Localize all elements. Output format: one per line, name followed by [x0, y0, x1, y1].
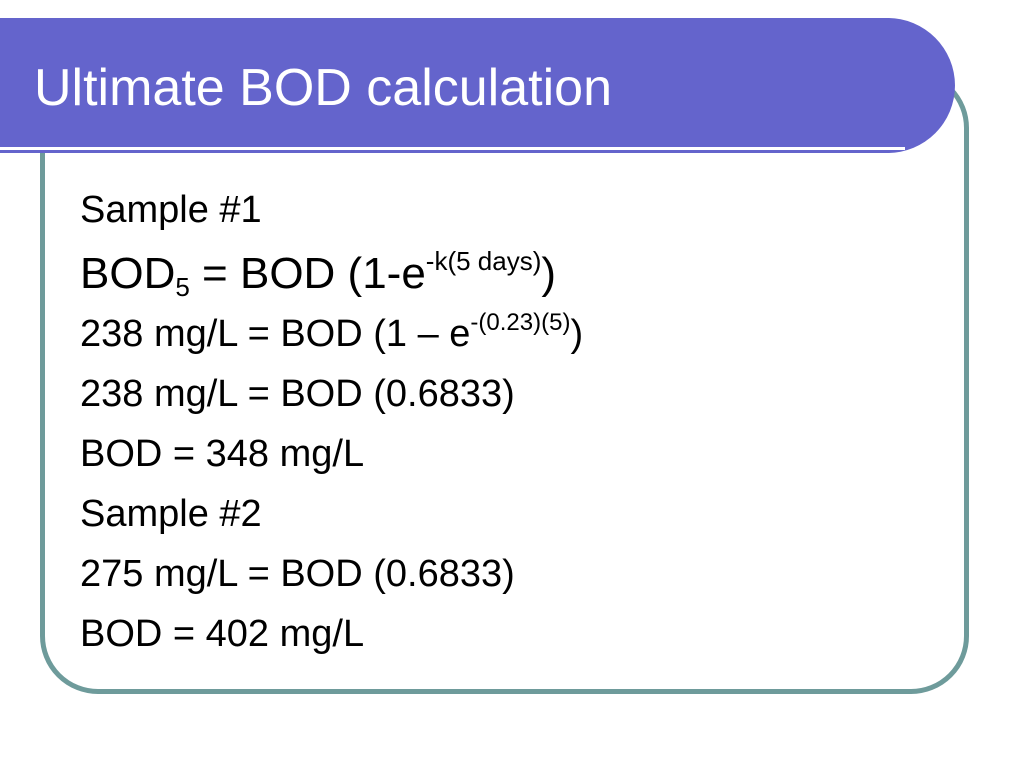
substitution-main: 238 mg/L = BOD (1 – e — [80, 313, 471, 355]
title-underline — [0, 147, 905, 150]
slide-body: Sample #1 BOD5 = BOD (1-e-k(5 days)) 238… — [80, 182, 583, 666]
bod5-subscript: 5 — [175, 272, 190, 302]
bod5-equation: BOD5 = BOD (1-e-k(5 days)) — [80, 242, 583, 306]
sample2-result: BOD = 402 mg/L — [80, 613, 365, 655]
sample2-heading: Sample #2 — [80, 493, 262, 535]
title-bar: Ultimate BOD calculation — [0, 18, 955, 153]
substitution-exponent: -(0.23)(5) — [470, 309, 571, 336]
bod5-lhs: BOD — [80, 249, 176, 298]
bod5-rhs: = BOD (1-e — [189, 249, 426, 298]
sample1-substitution: 238 mg/L = BOD (1 – e-(0.23)(5)) — [80, 306, 583, 366]
substitution-close: ) — [570, 313, 584, 355]
bod5-close: ) — [541, 249, 557, 298]
sample1-result: BOD = 348 mg/L — [80, 433, 365, 475]
bod5-exponent: -k(5 days) — [425, 246, 542, 276]
sample1-heading: Sample #1 — [80, 189, 262, 231]
content-frame — [40, 70, 969, 694]
sample1-simplified: 238 mg/L = BOD (0.6833) — [80, 373, 515, 415]
sample2-equation: 275 mg/L = BOD (0.6833) — [80, 553, 515, 595]
slide-title: Ultimate BOD calculation — [34, 59, 612, 117]
